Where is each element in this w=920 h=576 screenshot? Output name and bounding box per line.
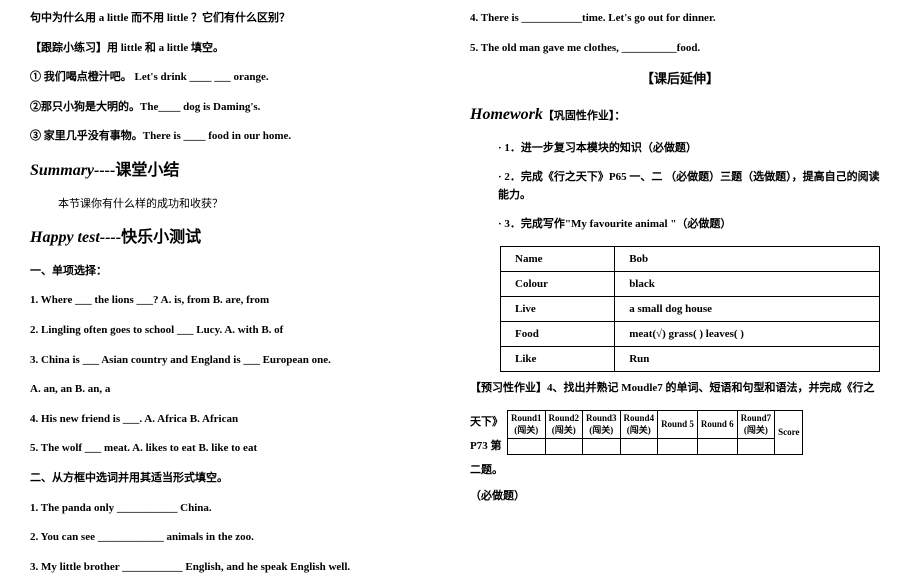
table-row [508,438,803,454]
exercise-item: ③ 家里几乎没有事物。There is ____ food in our hom… [30,128,450,146]
table-cell: a small dog house [615,296,880,321]
homework-item: · 2．完成《行之天下》P65 一、二 （必做题）三题（选做题），提高自己的阅读… [470,169,890,204]
happy-en: Happy test---- [30,229,121,246]
table-cell [508,438,546,454]
homework-item: · 1．进一步复习本模块的知识（必做题） [470,140,890,158]
mc-item: 2. Lingling often goes to school ___ Luc… [30,322,450,340]
fill-blank-item: 1. The panda only ___________ China. [30,500,450,518]
fill-blank-item: 3. My little brother ___________ English… [30,559,450,576]
summary-question: 本节课你有什么样的成功和收获？ [30,196,450,214]
mc-item: 5. The wolf ___ meat. A. likes to eat B.… [30,440,450,458]
table-cell [658,438,698,454]
table-cell: Round 6 [697,410,737,438]
table-cell [583,438,621,454]
extension-title: 【课后延伸】 [470,69,890,90]
table-cell: Live [501,296,615,321]
must-do: （必做题） [470,488,890,506]
table-row: Foodmeat(√) grass( ) leaves( ) [501,321,880,346]
summary-heading: Summary----课堂小结 [30,158,450,184]
homework-en: Homework [470,106,543,123]
section-title: 一、单项选择： [30,263,450,281]
summary-en: Summary---- [30,162,115,179]
side-text: 天下》 P73 第 二题。 [470,410,503,483]
mc-options: A. an, an B. an, a [30,381,450,399]
table-row: Colourblack [501,271,880,296]
left-column: 句中为什么用 a little 而不用 little ？它们有什么区别？ 【跟踪… [20,10,460,554]
table-row: Round1(闯关) Round2(闯关) Round3(闯关) Round4(… [508,410,803,438]
right-column: 4. There is ___________time. Let's go ou… [460,10,900,554]
table-row: NameBob [501,246,880,271]
table-cell: Round1(闯关) [508,410,546,438]
table-cell: Name [501,246,615,271]
rounds-table: Round1(闯关) Round2(闯关) Round3(闯关) Round4(… [507,410,803,455]
table-cell: Like [501,346,615,371]
table-row: Livea small dog house [501,296,880,321]
table-cell: Round4(闯关) [620,410,658,438]
rounds-section: 天下》 P73 第 二题。 Round1(闯关) Round2(闯关) Roun… [470,410,890,483]
table-cell [737,438,775,454]
exercise-title: 【跟踪小练习】用 little 和 a little 填空。 [30,40,450,58]
animal-table: NameBob Colourblack Livea small dog hous… [500,246,880,372]
homework-item: · 3．完成写作"My favourite animal "（必做题） [470,216,890,234]
table-cell: black [615,271,880,296]
fill-blank-item: 4. There is ___________time. Let's go ou… [470,10,890,28]
exercise-item: ① 我们喝点橙汁吧。 Let's drink ____ ___ orange. [30,69,450,87]
table-cell: Food [501,321,615,346]
fill-blank-item: 5. The old man gave me clothes, ________… [470,40,890,58]
table-cell: meat(√) grass( ) leaves( ) [615,321,880,346]
table-cell: Score [775,410,803,454]
summary-cn: 课堂小结 [115,162,179,179]
table-cell: Round2(闯关) [545,410,583,438]
table-cell: Round7(闯关) [737,410,775,438]
homework-cn: 【巩固性作业】： [543,110,626,122]
table-cell: Run [615,346,880,371]
table-cell [697,438,737,454]
table-cell: Bob [615,246,880,271]
homework-heading: Homework【巩固性作业】： [470,102,890,128]
mc-item: 4. His new friend is ___. A. Africa B. A… [30,411,450,429]
exercise-item: ②那只小狗是大明的。The____ dog is Daming's. [30,99,450,117]
question-text: 句中为什么用 a little 而不用 little ？它们有什么区别？ [30,10,450,28]
table-row: LikeRun [501,346,880,371]
mc-item: 1. Where ___ the lions ___? A. is, from … [30,292,450,310]
mc-item: 3. China is ___ Asian country and Englan… [30,352,450,370]
preview-text: 【预习性作业】4、找出并熟记 Moudle7 的单词、短语和句型和语法，并完成《… [470,380,890,398]
fill-blank-item: 2. You can see ____________ animals in t… [30,529,450,547]
table-cell [545,438,583,454]
table-cell: Round 5 [658,410,698,438]
table-cell: Round3(闯关) [583,410,621,438]
table-cell [620,438,658,454]
table-cell: Colour [501,271,615,296]
happy-test-heading: Happy test----快乐小测试 [30,225,450,251]
happy-cn: 快乐小测试 [121,229,201,246]
section-title: 二、从方框中选词并用其适当形式填空。 [30,470,450,488]
